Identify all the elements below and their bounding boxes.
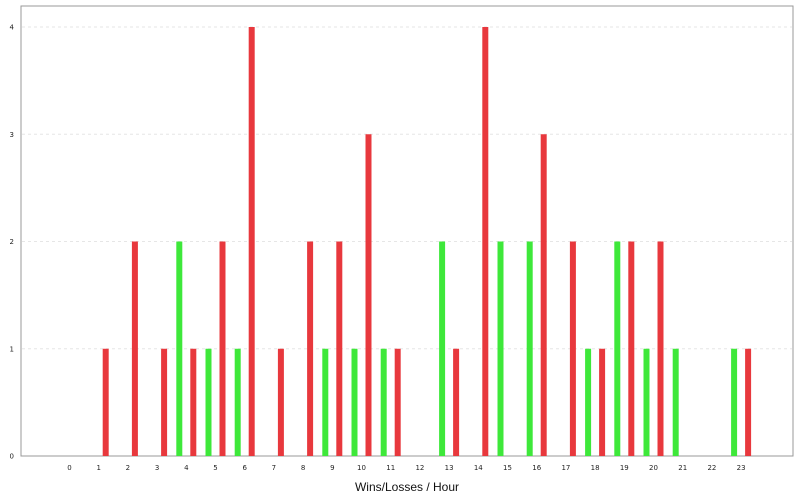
green-bar-hour-20 — [643, 348, 650, 456]
red-bar-hour-14 — [482, 27, 489, 456]
y-tick-label: 4 — [10, 24, 15, 32]
red-bar-hour-19 — [628, 241, 635, 456]
bars-layer — [102, 27, 752, 456]
red-bar-hour-3 — [161, 348, 168, 456]
green-bar-hour-15 — [497, 241, 504, 456]
x-axis-title: Wins/Losses / Hour — [355, 480, 459, 494]
green-bar-hour-10 — [351, 348, 358, 456]
green-bar-hour-11 — [380, 348, 387, 456]
x-tick-label: 15 — [503, 464, 512, 472]
red-bar-hour-2 — [131, 241, 138, 456]
x-tick-label: 10 — [357, 464, 366, 472]
red-bar-hour-4 — [190, 348, 197, 456]
x-tick-label: 2 — [126, 464, 130, 472]
y-tick-label: 3 — [10, 131, 14, 139]
red-bar-hour-11 — [394, 348, 401, 456]
red-bar-hour-18 — [599, 348, 606, 456]
x-tick-label: 13 — [445, 464, 454, 472]
x-tick-label: 5 — [213, 464, 217, 472]
red-bar-hour-6 — [248, 27, 255, 456]
red-bar-hour-20 — [657, 241, 664, 456]
x-tick-label: 23 — [737, 464, 746, 472]
x-tick-label: 3 — [155, 464, 159, 472]
green-bar-hour-16 — [526, 241, 533, 456]
x-tick-label: 6 — [242, 464, 247, 472]
red-bar-hour-8 — [307, 241, 314, 456]
x-axis-ticks: 0 1 2 3 4 5 6 7 8 9 10 11 12 13 14 15 16 17 18 19 20 21 22 23 — [67, 464, 745, 472]
x-tick-label: 7 — [272, 464, 276, 472]
x-tick-label: 0 — [67, 464, 71, 472]
x-tick-label: 21 — [678, 464, 687, 472]
x-tick-label: 14 — [474, 464, 483, 472]
y-tick-label: 1 — [10, 345, 14, 353]
x-tick-label: 22 — [707, 464, 716, 472]
red-bar-hour-16 — [540, 134, 547, 456]
x-tick-label: 1 — [96, 464, 100, 472]
x-tick-label: 16 — [532, 464, 541, 472]
green-bar-hour-4 — [176, 241, 183, 456]
red-bar-hour-10 — [365, 134, 372, 456]
x-tick-label: 18 — [591, 464, 600, 472]
y-tick-label: 2 — [10, 238, 14, 246]
grid-layer — [22, 26, 792, 350]
y-axis-ticks: 0 1 2 3 4 — [10, 24, 15, 461]
green-bar-hour-5 — [205, 348, 212, 456]
red-bar-hour-13 — [453, 348, 460, 456]
green-bar-hour-23 — [731, 348, 738, 456]
y-tick-label: 0 — [10, 453, 14, 461]
x-tick-label: 12 — [415, 464, 424, 472]
red-bar-hour-5 — [219, 241, 226, 456]
x-tick-label: 8 — [301, 464, 305, 472]
green-bar-hour-18 — [585, 348, 592, 456]
x-tick-label: 4 — [184, 464, 189, 472]
green-bar-hour-9 — [322, 348, 329, 456]
red-bar-hour-17 — [569, 241, 576, 456]
green-bar-hour-6 — [234, 348, 241, 456]
x-tick-label: 11 — [386, 464, 395, 472]
x-tick-label: 17 — [561, 464, 570, 472]
green-bar-hour-13 — [439, 241, 446, 456]
green-bar-hour-21 — [672, 348, 679, 456]
red-bar-hour-1 — [102, 348, 109, 456]
red-bar-hour-23 — [745, 348, 752, 456]
red-bar-hour-9 — [336, 241, 343, 456]
green-bar-hour-19 — [614, 241, 621, 456]
plot-area-frame — [20, 5, 794, 457]
red-bar-hour-7 — [277, 348, 284, 456]
x-tick-label: 20 — [649, 464, 658, 472]
x-tick-label: 19 — [620, 464, 629, 472]
x-tick-label: 9 — [330, 464, 334, 472]
